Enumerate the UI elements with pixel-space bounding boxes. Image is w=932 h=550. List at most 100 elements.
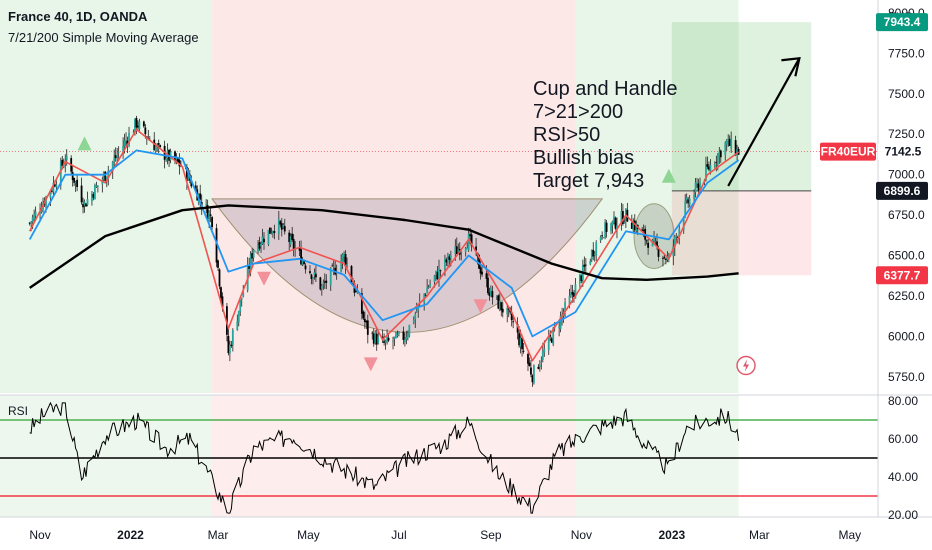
candle-body [614, 217, 617, 229]
candle-body [580, 275, 583, 281]
candle-body [384, 340, 387, 343]
candle-body [153, 139, 156, 151]
candle-body [271, 231, 274, 234]
candle-body [209, 214, 212, 216]
candle-body [623, 222, 626, 224]
candle-body [479, 267, 482, 274]
candle-body [448, 256, 451, 260]
candle-body [466, 247, 469, 250]
stop-price-tag-bg [876, 266, 928, 285]
candle-body [605, 222, 608, 232]
candle-body [715, 162, 718, 163]
lightning-icon [736, 355, 756, 376]
trend-zone-2 [575, 0, 739, 393]
candle-body [403, 339, 406, 343]
candle-body [178, 159, 181, 167]
candle-body [371, 332, 374, 334]
candle-body [574, 284, 577, 299]
rsi-tick-label: 20.00 [888, 508, 918, 522]
candle-body [635, 223, 638, 231]
candle-body [280, 223, 283, 230]
indicator-title[interactable]: 7/21/200 Simple Moving Average [8, 30, 199, 45]
candle-body [51, 191, 53, 192]
rsi-tick-label: 40.00 [888, 470, 918, 484]
candle-body [543, 349, 546, 353]
candle-body [406, 333, 409, 339]
candle-body [558, 326, 561, 328]
candle-body [497, 295, 500, 309]
candle-body [645, 240, 648, 242]
candle-body [583, 264, 586, 267]
candle-body [500, 302, 503, 311]
price-tick-label: 6500.0 [888, 249, 925, 263]
candle-body [332, 266, 335, 268]
candle-body [507, 308, 510, 310]
candle-body [485, 273, 488, 279]
sma-line-3 [29, 204, 739, 289]
candle-body [360, 293, 363, 314]
candle-body [552, 327, 555, 345]
sell-signal-arrow [363, 357, 378, 372]
symbol-title[interactable]: France 40, 1D, OANDA [8, 9, 148, 24]
candle-body [270, 233, 273, 235]
candle-body [301, 260, 304, 265]
candle-body [372, 333, 375, 344]
signal-arrows [77, 56, 801, 372]
candle-body [142, 121, 145, 127]
entry-price-tag-bg [876, 181, 928, 200]
candle-body [126, 140, 129, 145]
candle-body [309, 271, 311, 273]
candle-body [653, 239, 655, 241]
candle-body [80, 185, 83, 203]
target-arrow-line [727, 57, 801, 187]
candle-body [383, 340, 386, 343]
candle-body [205, 204, 208, 206]
candle-body [611, 221, 614, 226]
candle-body [540, 361, 543, 363]
candle-body [319, 277, 322, 290]
candle-body [687, 199, 690, 204]
candle-body [325, 280, 328, 283]
candle-body [495, 295, 498, 297]
candle-body [519, 337, 522, 347]
candle-body [488, 292, 491, 296]
candle-body [697, 183, 700, 191]
candle-body [61, 159, 64, 166]
candle-body [426, 287, 429, 294]
candle-body [59, 161, 62, 186]
candle-body [657, 249, 660, 257]
candle-body [728, 138, 731, 146]
candle-body [395, 332, 397, 339]
candle-body [693, 194, 695, 199]
candle-body [393, 336, 396, 339]
candle-body [102, 173, 105, 179]
candle-body [91, 193, 93, 202]
candle-body [239, 299, 242, 312]
buy-signal-arrow [661, 168, 676, 183]
candle-body [578, 274, 581, 284]
candle-body [220, 287, 222, 298]
candle-body [386, 336, 388, 341]
candle-body [320, 285, 323, 289]
candle-body [521, 337, 523, 350]
trend-zone-0 [0, 0, 213, 393]
candle-body [236, 321, 239, 331]
candle-body [549, 334, 552, 337]
candle-body [291, 233, 294, 240]
price-tick-label: 7500.0 [888, 87, 925, 101]
candle-body [125, 140, 127, 141]
candle-body [446, 254, 449, 262]
time-tick-label: Mar [208, 528, 229, 542]
candle-body [312, 277, 314, 279]
price-tick-label: 6250.0 [888, 289, 925, 303]
candle-body [573, 293, 575, 297]
price-tick-label: 7000.0 [888, 168, 925, 182]
candle-body [512, 321, 515, 323]
candle-body [86, 199, 89, 205]
candle-body [464, 248, 467, 252]
candle-body [310, 274, 313, 280]
candle-body [663, 257, 666, 258]
candle-body [641, 229, 644, 232]
candle-body [469, 234, 472, 237]
candle-body [570, 292, 572, 296]
